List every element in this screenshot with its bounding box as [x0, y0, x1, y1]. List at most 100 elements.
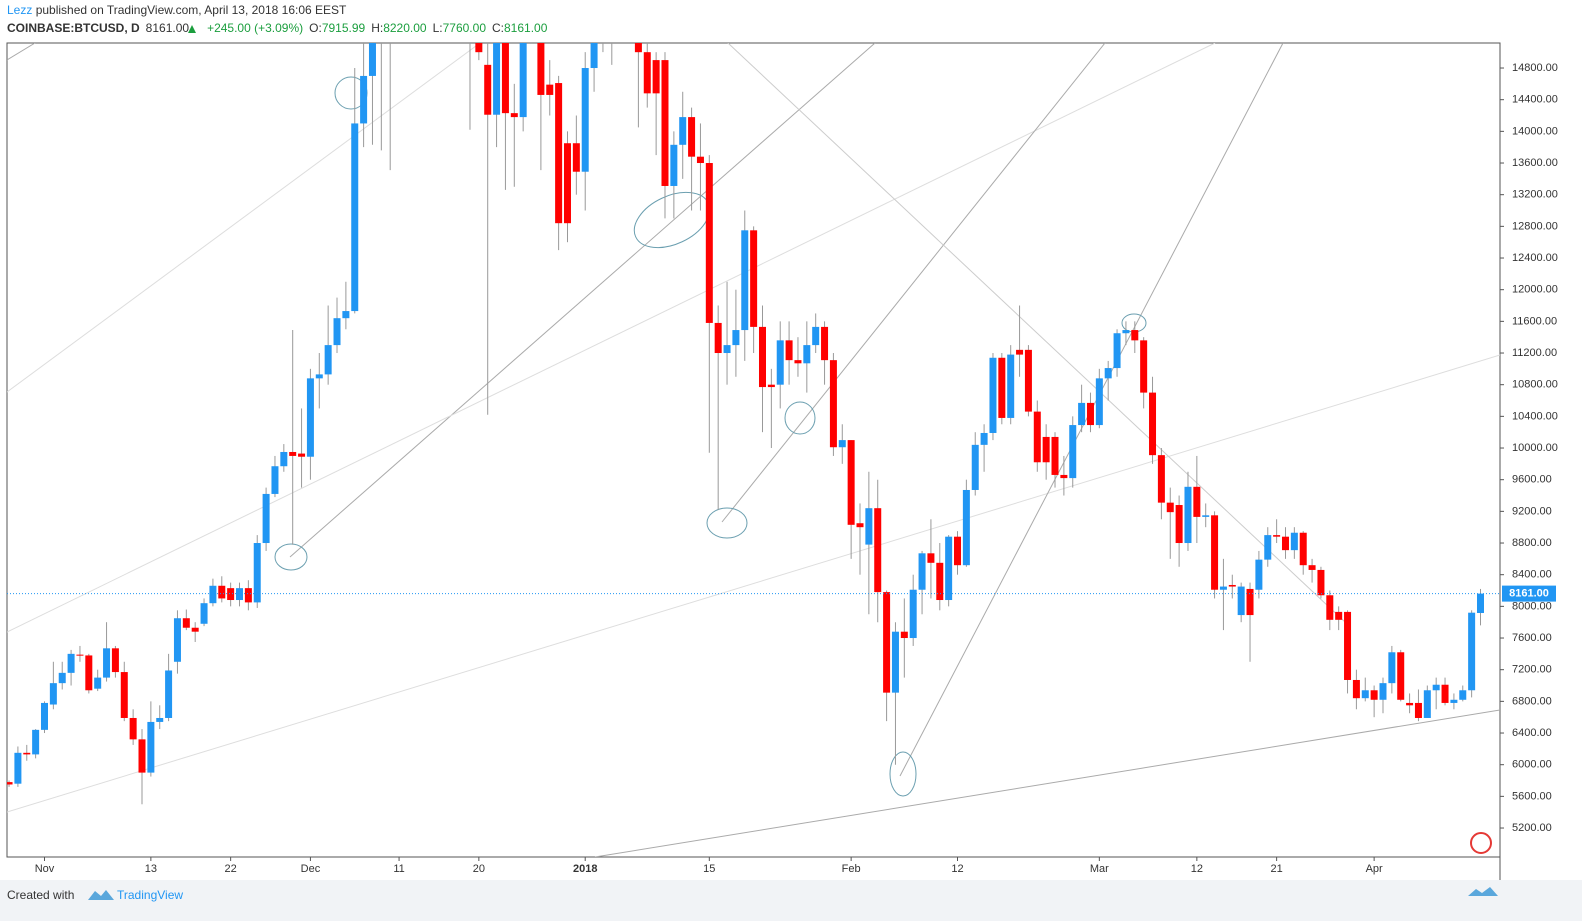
candle-body	[714, 322, 722, 354]
author[interactable]: Lezz	[7, 3, 32, 17]
candle-body	[475, 43, 483, 53]
y-tick-label: 12800.00	[1512, 220, 1558, 232]
candle-body	[838, 440, 846, 448]
candle-body	[138, 739, 146, 773]
candle-body	[1095, 378, 1103, 426]
x-tick-label: 20	[473, 863, 485, 875]
candle-body	[537, 43, 545, 95]
candle-body	[1246, 588, 1254, 616]
x-tick-label: 2018	[573, 863, 597, 875]
candle-body	[58, 672, 66, 684]
candle-body	[670, 144, 678, 186]
candle-body	[32, 729, 40, 755]
candle-body	[1370, 690, 1378, 700]
candle-body	[289, 451, 297, 456]
candle-body	[1317, 569, 1325, 596]
ohlc-key: O:	[309, 21, 322, 35]
candle-body	[954, 536, 962, 566]
y-tick-label: 8800.00	[1512, 537, 1552, 549]
candle-body	[1131, 330, 1139, 341]
change: +245.00 (+3.09%)	[207, 21, 303, 35]
candle-body	[342, 311, 350, 319]
y-tick-label: 14000.00	[1512, 125, 1558, 137]
candle-body	[1007, 354, 1015, 418]
x-tick-label: Mar	[1090, 863, 1109, 875]
up-icon	[188, 25, 196, 33]
candle-body	[129, 717, 137, 740]
candle-body	[1228, 584, 1236, 587]
candle-body	[510, 113, 518, 118]
candle-body	[280, 451, 288, 467]
candle-body	[1078, 402, 1086, 426]
circle-marker	[274, 543, 308, 571]
candle-body	[989, 357, 997, 433]
candle-body	[688, 117, 696, 157]
ohlc-value: 7915.99	[322, 21, 366, 35]
y-tick-label: 12400.00	[1512, 252, 1558, 264]
candle-body	[1211, 515, 1219, 590]
candle-body	[493, 43, 501, 115]
candle-body	[1344, 611, 1352, 680]
x-tick-label: 11	[393, 863, 404, 875]
candle-body	[1441, 684, 1449, 703]
candle-body	[324, 345, 332, 375]
candle-body	[883, 592, 891, 693]
last-price-label: 8161.00	[1509, 588, 1549, 600]
candle-body	[40, 702, 48, 730]
trend-line	[594, 709, 1500, 857]
candle-body	[165, 670, 173, 718]
candle-body	[803, 345, 811, 364]
y-tick-label: 8400.00	[1512, 569, 1552, 581]
symbol-line: COINBASE:BTCUSD, D 8161.00 +245.00 (+3.09%…	[7, 21, 548, 35]
candle-body	[696, 156, 704, 164]
candle-body	[519, 43, 527, 118]
candle-body	[1423, 690, 1431, 718]
logo-icon[interactable]	[1470, 832, 1492, 854]
candle-body	[821, 326, 829, 361]
candle-body	[750, 230, 758, 327]
candle-body	[563, 143, 571, 224]
candle-body	[705, 163, 713, 323]
symbol: COINBASE:BTCUSD, D	[7, 21, 140, 35]
candle-body	[847, 440, 855, 525]
candle-body	[546, 84, 554, 95]
candle-body	[856, 523, 864, 528]
y-tick-label: 10800.00	[1512, 379, 1558, 391]
candle-body	[1379, 683, 1387, 700]
x-tick-label: 12	[1191, 863, 1203, 875]
trend-line	[7, 43, 481, 393]
candle-body	[723, 345, 731, 354]
candle-body	[652, 60, 660, 94]
ohlc-value: 7760.00	[443, 21, 487, 35]
candle-body	[1450, 699, 1458, 703]
candle-body	[918, 553, 926, 590]
y-tick-label: 6800.00	[1512, 695, 1552, 707]
candle-body	[1406, 702, 1414, 706]
candle-body	[1264, 535, 1272, 560]
candle-body	[1273, 535, 1281, 537]
candle-body	[200, 603, 208, 624]
y-tick-label: 7200.00	[1512, 664, 1552, 676]
candle-body	[945, 536, 953, 601]
trend-line	[721, 43, 1106, 523]
candle-body	[581, 68, 589, 172]
brand[interactable]: TradingView	[117, 888, 183, 902]
candle-body	[1281, 536, 1289, 551]
candle-body	[1468, 612, 1476, 691]
candle-body	[147, 721, 155, 773]
candle-body	[94, 677, 102, 689]
candle-body	[555, 83, 563, 224]
x-tick-label: 13	[145, 863, 157, 875]
candle-body	[14, 752, 22, 784]
candle-body	[661, 60, 669, 186]
candle-body	[1069, 425, 1077, 479]
ohlc-key: L:	[433, 21, 443, 35]
y-tick-label: 14800.00	[1512, 62, 1558, 74]
y-tick-label: 10000.00	[1512, 442, 1558, 454]
circle-marker	[706, 507, 748, 539]
candle-body	[1051, 436, 1059, 475]
candle-body	[1202, 515, 1210, 517]
candle-body	[501, 43, 509, 114]
